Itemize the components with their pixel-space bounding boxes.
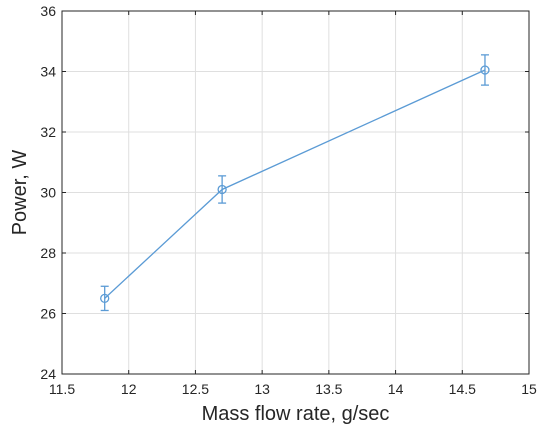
y-tick-label: 28 [40,245,56,261]
x-tick-label: 15 [521,381,537,397]
data-point [100,293,110,304]
y-axis-label: Power, W [9,150,31,236]
y-tick-label: 32 [40,124,56,140]
series [100,54,490,312]
ticks: 11.5 12 12.5 13 13.5 14 14.5 15 24 26 28 30 32 34 36 [40,3,537,397]
x-tick-label: 11.5 [49,381,75,397]
y-tick-label: 30 [40,185,56,201]
x-tick-label: 14 [388,381,404,397]
x-tick-label: 12.5 [182,381,209,397]
x-axis-label: Mass flow rate, g/sec [202,403,390,425]
y-tick-label: 24 [40,366,56,382]
data-point [480,65,490,75]
y-tick-label: 36 [40,3,56,19]
data-point [217,184,227,195]
y-tick-label: 26 [40,306,56,322]
x-tick-label: 13 [254,381,270,397]
x-tick-label: 13.5 [315,381,342,397]
y-tick-label: 34 [40,64,56,80]
x-tick-label: 12 [121,381,137,397]
x-tick-label: 14.5 [449,381,476,397]
